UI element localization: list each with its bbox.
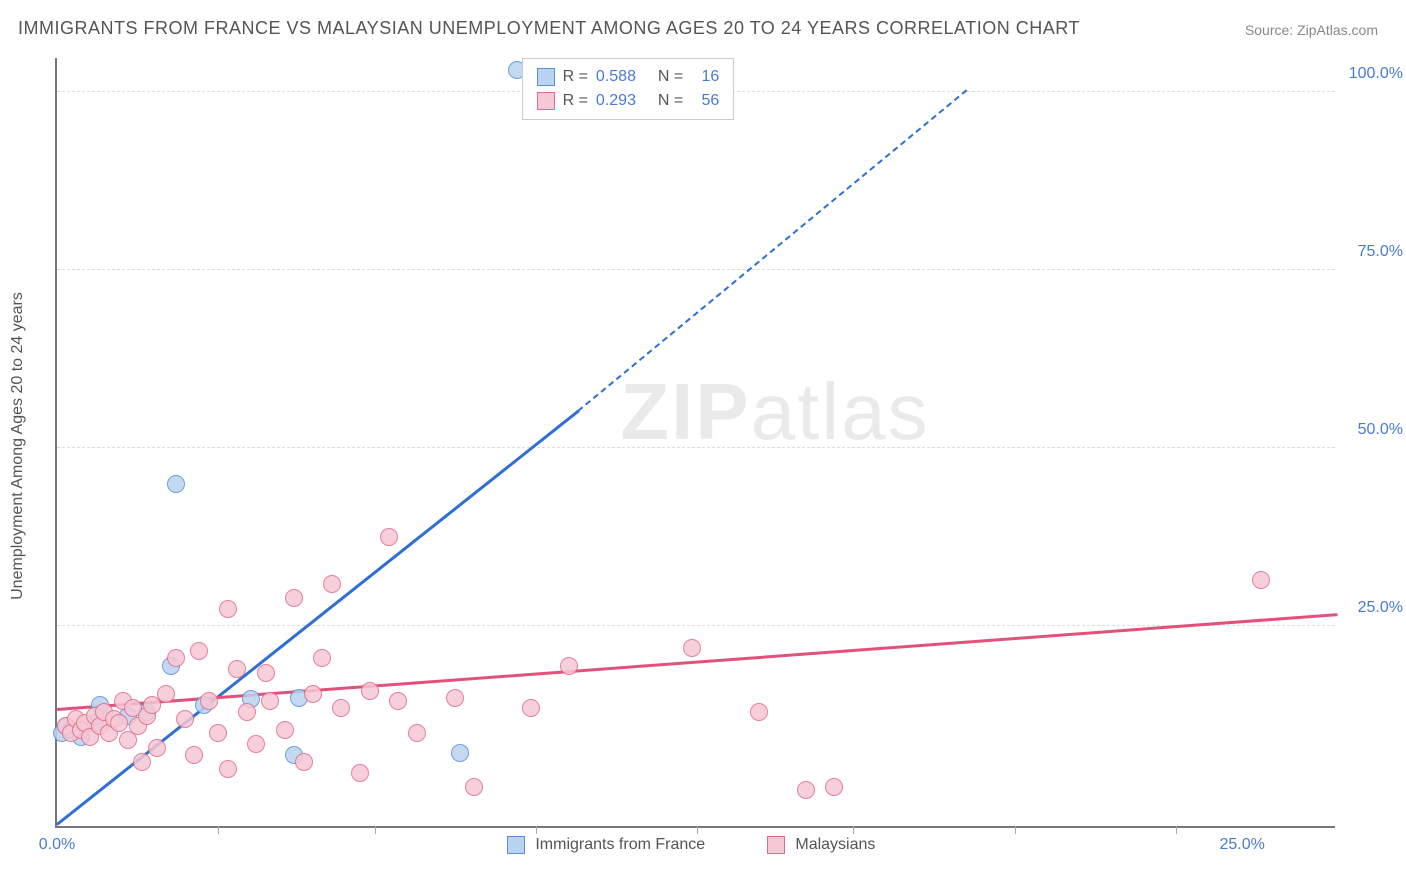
y-tick-label: 25.0% bbox=[1343, 599, 1403, 617]
x-tick-minor bbox=[1015, 826, 1016, 834]
data-point-malaysians bbox=[389, 692, 407, 710]
x-tick-minor bbox=[375, 826, 376, 834]
data-point-malaysians bbox=[167, 649, 185, 667]
legend-swatch bbox=[767, 836, 785, 854]
correlation-legend-row: R = 0.588 N = 16 bbox=[537, 65, 720, 89]
x-tick-label: 0.0% bbox=[39, 836, 75, 854]
data-point-malaysians bbox=[295, 753, 313, 771]
chart-title: IMMIGRANTS FROM FRANCE VS MALAYSIAN UNEM… bbox=[18, 18, 1080, 39]
data-point-malaysians bbox=[261, 692, 279, 710]
legend-swatch bbox=[537, 92, 555, 110]
x-tick-minor bbox=[697, 826, 698, 834]
data-point-france bbox=[167, 475, 185, 493]
x-tick-minor bbox=[536, 826, 537, 834]
data-point-malaysians bbox=[313, 649, 331, 667]
data-point-malaysians bbox=[185, 746, 203, 764]
data-point-malaysians bbox=[465, 778, 483, 796]
x-tick-minor bbox=[1176, 826, 1177, 834]
gridline-horizontal bbox=[57, 269, 1335, 270]
trend-line-extrapolated bbox=[578, 90, 968, 412]
source-attribution: Source: ZipAtlas.com bbox=[1245, 22, 1378, 38]
data-point-malaysians bbox=[285, 589, 303, 607]
legend-r-label: R = bbox=[563, 92, 588, 110]
y-tick-label: 100.0% bbox=[1343, 65, 1403, 83]
gridline-horizontal bbox=[57, 625, 1335, 626]
data-point-malaysians bbox=[380, 528, 398, 546]
series-legend-item: Malaysians bbox=[767, 836, 875, 854]
legend-n-value: 16 bbox=[691, 68, 719, 86]
data-point-malaysians bbox=[797, 781, 815, 799]
data-point-malaysians bbox=[750, 703, 768, 721]
data-point-malaysians bbox=[276, 721, 294, 739]
legend-r-value: 0.588 bbox=[596, 68, 650, 86]
data-point-malaysians bbox=[247, 735, 265, 753]
series-legend-label: Malaysians bbox=[795, 836, 875, 854]
legend-n-label: N = bbox=[658, 68, 683, 86]
data-point-malaysians bbox=[219, 600, 237, 618]
data-point-malaysians bbox=[825, 778, 843, 796]
data-point-malaysians bbox=[110, 714, 128, 732]
data-point-malaysians bbox=[408, 724, 426, 742]
data-point-malaysians bbox=[176, 710, 194, 728]
y-tick-label: 75.0% bbox=[1343, 243, 1403, 261]
data-point-malaysians bbox=[304, 685, 322, 703]
series-legend-item: Immigrants from France bbox=[507, 836, 705, 854]
scatter-plot-area: ZIPatlas 25.0%50.0%75.0%100.0%0.0%25.0%R… bbox=[55, 58, 1335, 828]
data-point-malaysians bbox=[446, 689, 464, 707]
series-legend-label: Immigrants from France bbox=[535, 836, 705, 854]
legend-swatch bbox=[537, 68, 555, 86]
data-point-malaysians bbox=[257, 664, 275, 682]
data-point-malaysians bbox=[200, 692, 218, 710]
y-axis-label: Unemployment Among Ages 20 to 24 years bbox=[9, 292, 27, 600]
gridline-horizontal bbox=[57, 447, 1335, 448]
legend-n-label: N = bbox=[658, 92, 683, 110]
data-point-malaysians bbox=[332, 699, 350, 717]
legend-n-value: 56 bbox=[691, 92, 719, 110]
data-point-malaysians bbox=[323, 575, 341, 593]
data-point-malaysians bbox=[522, 699, 540, 717]
x-tick-minor bbox=[853, 826, 854, 834]
data-point-malaysians bbox=[238, 703, 256, 721]
legend-r-label: R = bbox=[563, 68, 588, 86]
y-tick-label: 50.0% bbox=[1343, 421, 1403, 439]
data-point-malaysians bbox=[219, 760, 237, 778]
data-point-malaysians bbox=[361, 682, 379, 700]
correlation-legend: R = 0.588 N = 16 R = 0.293 N = 56 bbox=[522, 58, 735, 120]
data-point-malaysians bbox=[228, 660, 246, 678]
watermark: ZIPatlas bbox=[620, 366, 929, 458]
x-tick-minor bbox=[218, 826, 219, 834]
x-tick-label: 25.0% bbox=[1219, 836, 1264, 854]
data-point-malaysians bbox=[157, 685, 175, 703]
correlation-legend-row: R = 0.293 N = 56 bbox=[537, 89, 720, 113]
data-point-malaysians bbox=[351, 764, 369, 782]
watermark-atlas: atlas bbox=[751, 367, 930, 456]
data-point-malaysians bbox=[190, 642, 208, 660]
data-point-malaysians bbox=[1252, 571, 1270, 589]
data-point-france bbox=[451, 744, 469, 762]
data-point-malaysians bbox=[683, 639, 701, 657]
data-point-malaysians bbox=[209, 724, 227, 742]
data-point-malaysians bbox=[133, 753, 151, 771]
data-point-malaysians bbox=[148, 739, 166, 757]
legend-r-value: 0.293 bbox=[596, 92, 650, 110]
watermark-zip: ZIP bbox=[620, 367, 750, 456]
legend-swatch bbox=[507, 836, 525, 854]
data-point-malaysians bbox=[560, 657, 578, 675]
